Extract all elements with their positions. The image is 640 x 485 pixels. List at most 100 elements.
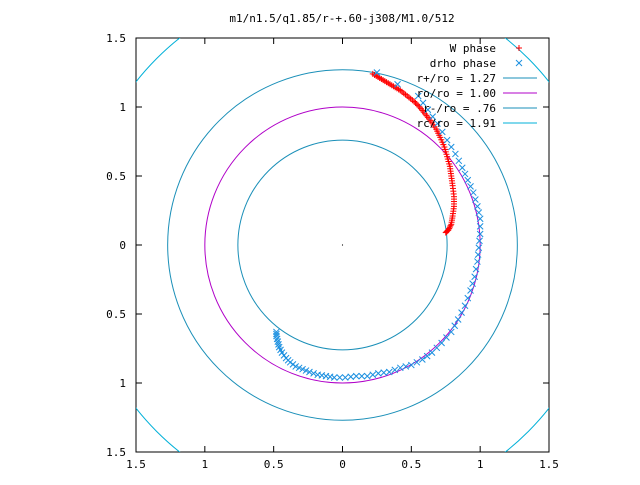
data-point: [451, 322, 459, 330]
data-point: [476, 237, 483, 245]
data-point: [472, 265, 480, 273]
data-point: [474, 258, 481, 265]
y-tick-label: 0.5: [106, 308, 126, 321]
data-point: [411, 98, 418, 105]
data-point: [295, 364, 303, 372]
data-point: [273, 330, 280, 338]
x-tick-label: 0: [339, 458, 346, 471]
y-tick-label: 1: [119, 377, 126, 390]
data-point: [418, 356, 426, 363]
circle-series-4: [237, 139, 448, 351]
circle-series-5: [136, 38, 549, 452]
data-point: [476, 223, 484, 230]
data-point: [443, 228, 450, 235]
legend-label: r-/ro = .76: [423, 102, 496, 115]
data-point: [428, 349, 436, 356]
data-point: [476, 230, 484, 238]
data-point: [447, 328, 455, 336]
data-point: [474, 251, 482, 259]
series-1-points: [273, 69, 484, 381]
data-point: [476, 215, 484, 223]
data-point: [444, 228, 451, 235]
legend-swatch: [516, 45, 522, 51]
circle-series-2: [167, 69, 518, 421]
data-point: [310, 369, 317, 377]
data-point: [413, 101, 420, 108]
data-point: [461, 170, 469, 178]
data-point: [424, 106, 432, 114]
origin-dot: [341, 244, 344, 246]
legend-label: ro/ro = 1.00: [417, 87, 496, 100]
data-point: [373, 69, 381, 76]
data-point: [273, 328, 280, 336]
legend: W phase drho phase r+/ro = 1.27 ro/ro = 1.0…: [417, 42, 537, 130]
data-point: [469, 280, 476, 287]
data-point: [423, 352, 431, 360]
data-point: [380, 369, 388, 377]
data-point: [429, 113, 437, 121]
data-point: [455, 157, 463, 165]
data-point: [442, 229, 449, 236]
data-point: [458, 309, 465, 316]
axis-ticks: [135, 37, 550, 453]
data-point: [402, 363, 410, 370]
data-point: [464, 176, 472, 184]
data-point: [299, 365, 306, 373]
data-point: [412, 99, 419, 106]
legend-label: rc/ro = 1.91: [417, 117, 496, 130]
legend-swatch: [515, 59, 523, 67]
data-point: [458, 164, 466, 172]
data-point: [394, 80, 401, 88]
data-point: [302, 367, 310, 374]
data-point: [475, 244, 483, 252]
data-point: [336, 374, 344, 381]
data-point: [454, 316, 462, 323]
data-point: [414, 92, 422, 100]
data-point: [447, 222, 454, 229]
data-point: [306, 368, 313, 376]
y-tick-label: 0.5: [106, 170, 126, 183]
circle-series-3: [204, 106, 481, 384]
data-point: [461, 302, 469, 310]
data-point: [448, 221, 455, 228]
data-point: [369, 371, 377, 379]
data-point: [358, 372, 366, 380]
x-tick-label: 1.5: [539, 458, 559, 471]
y-tick-label: 1: [119, 101, 126, 114]
data-point: [443, 334, 450, 341]
legend-label: W phase: [450, 42, 496, 55]
legend-label: drho phase: [430, 57, 496, 70]
x-tick-label: 0.5: [264, 458, 284, 471]
data-point: [447, 143, 455, 151]
data-point: [396, 364, 404, 372]
data-point: [314, 371, 322, 379]
data-point: [471, 196, 479, 203]
data-point: [471, 273, 479, 281]
data-point: [475, 209, 483, 216]
tick-labels: 1.5 1 0.5 0 0.5 1 1.51.510.500.511.5: [106, 32, 559, 471]
legend-label: r+/ro = 1.27: [417, 72, 496, 85]
data-point: [474, 203, 481, 210]
y-tick-label: 0: [119, 239, 126, 252]
data-point: [407, 361, 415, 369]
data-point: [443, 136, 451, 144]
data-point: [374, 369, 382, 377]
data-point: [464, 294, 472, 302]
data-point: [434, 120, 441, 127]
data-point: [467, 287, 474, 294]
x-tick-label: 0.5: [401, 458, 421, 471]
data-point: [446, 224, 453, 231]
x-tick-label: 1: [202, 458, 209, 471]
data-point: [413, 358, 421, 366]
data-point: [363, 372, 371, 380]
data-point: [391, 366, 399, 374]
data-point: [385, 368, 393, 376]
series-0-points: [369, 70, 458, 236]
data-point: [469, 189, 477, 196]
data-point: [452, 150, 459, 158]
data-point: [352, 372, 360, 380]
chart-title: m1/n1.5/q1.85/r-+.60-j308/M1.0/512: [229, 12, 454, 25]
data-point: [419, 99, 427, 107]
